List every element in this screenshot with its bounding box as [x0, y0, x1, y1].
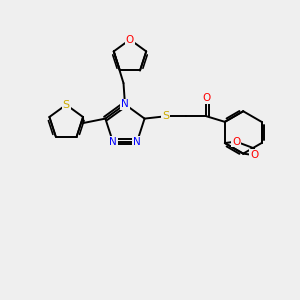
- Text: S: S: [162, 111, 169, 121]
- Text: O: O: [202, 93, 211, 103]
- Text: O: O: [232, 136, 240, 147]
- Text: N: N: [121, 99, 129, 110]
- Text: N: N: [109, 136, 117, 147]
- Text: O: O: [250, 150, 259, 160]
- Text: O: O: [126, 34, 134, 45]
- Text: S: S: [63, 100, 70, 110]
- Text: N: N: [133, 136, 141, 147]
